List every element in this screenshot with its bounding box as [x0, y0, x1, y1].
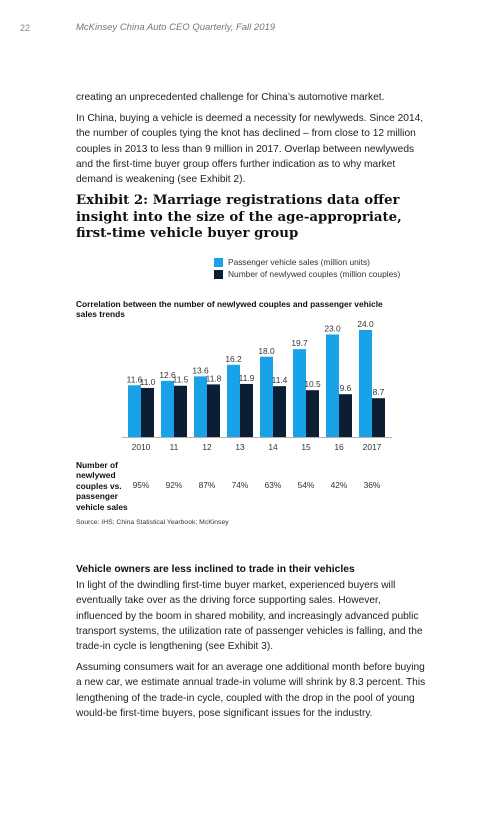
bar-vehicle-sales	[359, 330, 372, 437]
data-label-vehicle-sales: 16.2	[225, 354, 242, 364]
bar-vehicle-sales	[227, 364, 240, 437]
data-label-vehicle-sales: 12.6	[159, 370, 176, 380]
data-label-vehicle-sales: 18.0	[258, 346, 275, 356]
data-label-vehicle-sales: 19.7	[291, 338, 308, 348]
legend-item-vehicle-sales: Passenger vehicle sales (million units)	[214, 257, 370, 267]
ratio-value: 92%	[165, 480, 183, 490]
x-tick-label: 15	[301, 442, 311, 452]
chart-subtitle: Correlation between the number of newlyw…	[76, 299, 383, 319]
data-label-vehicle-sales: 11.6	[127, 374, 143, 384]
data-label-newlywed-couples: 11.8	[206, 373, 222, 383]
ratio-value: 54%	[297, 480, 315, 490]
page-number: 22	[20, 23, 31, 33]
bar-newlywed-couples	[174, 385, 187, 437]
legend-swatch-vehicle-sales	[214, 257, 223, 267]
bar-newlywed-couples	[240, 383, 253, 437]
bar-newlywed-couples	[207, 384, 220, 437]
section-paragraph-2: Assuming consumers wait for an average o…	[76, 662, 426, 719]
section-heading: Vehicle owners are less inclined to trad…	[76, 564, 355, 575]
x-tick-label: 13	[235, 442, 245, 452]
running-title: McKinsey China Auto CEO Quarterly, Fall …	[76, 22, 276, 33]
x-tick-label: 2010	[132, 442, 151, 452]
ratio-value: 63%	[264, 480, 282, 490]
data-label-newlywed-couples: 9.6	[340, 383, 352, 393]
bar-vehicle-sales	[326, 334, 339, 437]
bar-newlywed-couples	[339, 394, 352, 437]
x-tick-label: 12	[202, 442, 212, 452]
data-label-newlywed-couples: 11.9	[239, 373, 255, 383]
section-paragraph-1: In light of the dwindling first-time buy…	[76, 580, 423, 653]
ratio-value: 95%	[132, 480, 150, 490]
x-tick-label: 16	[334, 442, 344, 452]
exhibit-title: Exhibit 2: Marriage registrations data o…	[76, 193, 402, 241]
bar-vehicle-sales	[260, 356, 273, 437]
data-label-newlywed-couples: 10.5	[304, 379, 321, 389]
legend-label-vehicle-sales: Passenger vehicle sales (million units)	[228, 257, 370, 267]
ratio-value: 87%	[198, 480, 216, 490]
bar-chart: 11.611.0 2010 12.611.5 11 13.611.8 12 16.2 11.9…	[122, 319, 392, 452]
legend-label-newlywed-couples: Number of newlywed couples (million coup…	[228, 269, 401, 279]
legend-swatch-newlywed-couples	[214, 269, 223, 279]
data-label-newlywed-couples: 11.4	[272, 375, 288, 385]
ratio-row-label: Number of newlywed couples vs. passenger…	[76, 460, 128, 512]
x-tick-label: 2017	[363, 442, 382, 452]
ratio-value: 74%	[231, 480, 249, 490]
data-label-newlywed-couples: 11.0	[140, 377, 156, 387]
data-label-vehicle-sales: 23.0	[324, 323, 341, 333]
source-note: Source: IHS; China Statistical Yearbook;…	[76, 519, 229, 526]
bar-newlywed-couples	[372, 398, 385, 437]
x-tick-label: 14	[268, 442, 278, 452]
body-paragraph-2: In China, buying a vehicle is deemed a n…	[76, 113, 424, 186]
bar-vehicle-sales	[161, 380, 174, 437]
data-label-newlywed-couples: 11.5	[173, 375, 189, 385]
x-tick-label: 11	[170, 442, 179, 452]
data-label-newlywed-couples: 8.7	[373, 387, 385, 397]
data-label-vehicle-sales: 24.0	[357, 319, 374, 329]
bar-newlywed-couples	[273, 386, 286, 437]
bar-newlywed-couples	[306, 390, 319, 437]
bar-newlywed-couples	[141, 387, 154, 437]
ratio-value: 42%	[330, 480, 348, 490]
bar-vehicle-sales	[293, 349, 306, 437]
ratio-value: 36%	[363, 480, 381, 490]
body-paragraph-1: creating an unprecedented challenge for …	[76, 92, 385, 103]
legend-item-newlywed-couples: Number of newlywed couples (million coup…	[214, 269, 400, 279]
bar-vehicle-sales	[194, 376, 207, 437]
data-label-vehicle-sales: 13.6	[192, 365, 209, 375]
bar-vehicle-sales	[128, 385, 141, 437]
